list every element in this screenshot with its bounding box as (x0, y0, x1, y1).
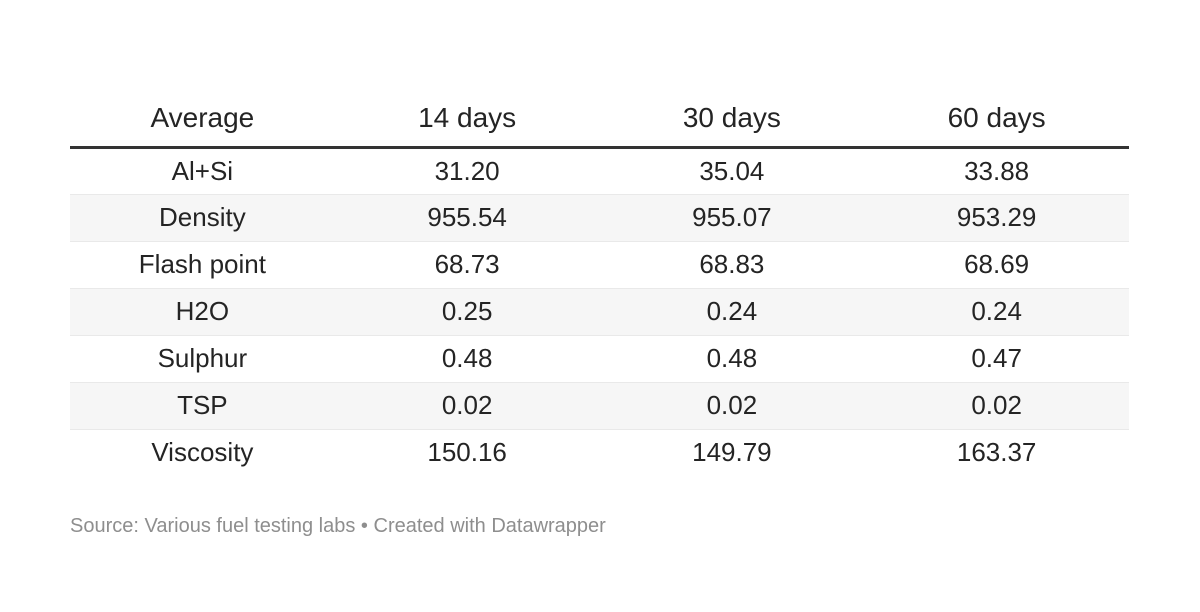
cell-value: 149.79 (692, 437, 772, 468)
footer: Source: Various fuel testing labs • Crea… (70, 515, 606, 537)
cell-value: 955.54 (334, 194, 600, 242)
table-row: Density 955.54 955.07 953.29 (70, 194, 1129, 242)
table-row: Sulphur 0.48 0.48 0.47 (70, 335, 1129, 383)
row-label: Density (70, 194, 335, 242)
cell-value: 953.29 (864, 194, 1129, 242)
column-header-14-days: 14 days (334, 90, 600, 149)
table-container: Average 14 days 30 days 60 days Al+Si 31.… (70, 90, 1129, 476)
source-label: Source: (70, 515, 139, 537)
table-row: TSP 0.02 0.02 0.02 (70, 382, 1129, 430)
table-row: H2O 0.25 0.24 0.24 (70, 288, 1129, 336)
cell-value: 0.48 (599, 335, 865, 383)
cell-value: 955.07 (599, 194, 865, 242)
column-header-30-days: 30 days (599, 90, 865, 149)
source-link[interactable]: Various fuel testing labs (144, 515, 356, 537)
table-row: Flash point 68.73 68.83 68.69 (70, 241, 1129, 289)
cell-value: 35.04 (599, 147, 865, 195)
row-label: Flash point (70, 241, 335, 289)
cell-value: 0.47 (864, 335, 1129, 383)
datawrapper-credit-link[interactable]: Created with Datawrapper (373, 515, 606, 537)
data-table: Average 14 days 30 days 60 days Al+Si 31.… (70, 90, 1129, 476)
cell-value: 0.24 (864, 288, 1129, 336)
cell-value: 150.16 (427, 437, 507, 468)
cell-value: 68.73 (334, 241, 600, 289)
cell-value: 31.20 (334, 147, 600, 195)
table-row: Al+Si 31.20 35.04 33.88 (70, 147, 1129, 195)
row-label: Viscosity (151, 437, 254, 468)
cell-value: 68.69 (864, 241, 1129, 289)
cell-value: 68.83 (599, 241, 865, 289)
row-label: H2O (70, 288, 335, 336)
footer-separator: • (360, 515, 368, 537)
column-header-average: Average (70, 90, 335, 149)
cell-value: 0.02 (599, 382, 865, 430)
cell-value: 0.02 (864, 382, 1129, 430)
row-label: Sulphur (70, 335, 335, 383)
row-label: TSP (70, 382, 335, 430)
cell-value: 163.37 (956, 437, 1037, 468)
cell-value: 33.88 (864, 147, 1129, 195)
cell-value: 0.48 (334, 335, 600, 383)
header-row: Average 14 days 30 days 60 days (70, 90, 1129, 149)
table-row: Viscosity 150.16 149.79 163.37 (70, 429, 1129, 476)
cell-value: 0.24 (599, 288, 865, 336)
table-body: Al+Si 31.20 35.04 33.88 Density 955.54 955.07 9… (70, 147, 1129, 476)
column-header-60-days: 60 days (864, 90, 1129, 149)
row-label: Al+Si (70, 147, 335, 195)
cell-value: 0.02 (334, 382, 600, 430)
cell-value: 0.25 (334, 288, 600, 336)
